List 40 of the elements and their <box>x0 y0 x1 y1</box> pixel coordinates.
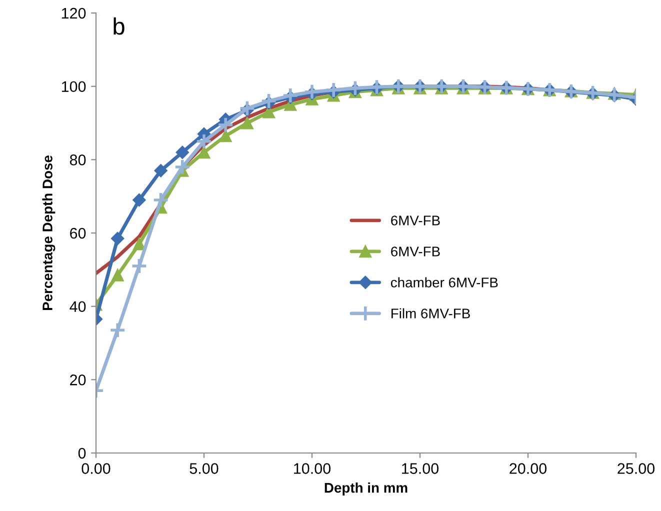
point <box>260 92 278 110</box>
legend-label: chamber 6MV-FB <box>390 277 498 288</box>
y-axis-title: Percentage Depth Dose <box>42 156 56 310</box>
y-tick-label: 100 <box>62 81 86 92</box>
y-tick-label: 60 <box>70 228 86 239</box>
x-tick-label: 10.00 <box>294 463 331 474</box>
legend-label: Film 6MV-FB <box>392 308 470 318</box>
point <box>152 192 170 208</box>
x-tick-label: 15.00 <box>402 463 439 474</box>
point <box>176 146 189 159</box>
point <box>132 193 146 207</box>
x-tick-label: 5.00 <box>190 463 218 474</box>
point <box>196 133 212 150</box>
x-tick-label: 0.00 <box>82 463 110 474</box>
point <box>282 87 299 104</box>
point <box>219 130 232 142</box>
point <box>130 258 148 274</box>
point <box>111 232 124 246</box>
point <box>154 164 168 178</box>
y-tick-label: 20 <box>70 374 86 386</box>
y-tick-label: 40 <box>70 301 86 312</box>
point <box>325 82 342 98</box>
legend-label: 6MV-FB <box>391 216 440 226</box>
point <box>304 84 320 100</box>
y-tick-label: 80 <box>70 154 86 166</box>
point <box>198 146 210 159</box>
point <box>111 268 124 282</box>
point <box>109 322 126 338</box>
annotation: b <box>114 17 124 35</box>
point <box>240 116 254 130</box>
x-axis-title: Depth in mm <box>324 482 408 496</box>
x-tick-label: 25.00 <box>618 463 655 474</box>
y-tick-label: 120 <box>62 8 86 19</box>
point <box>132 238 146 250</box>
legend-label: 6MV-FB <box>391 246 440 256</box>
y-tick-label: 0 <box>78 448 86 459</box>
x-tick-label: 20.00 <box>510 463 547 474</box>
point <box>217 116 234 134</box>
point <box>238 100 256 117</box>
point <box>174 158 191 176</box>
